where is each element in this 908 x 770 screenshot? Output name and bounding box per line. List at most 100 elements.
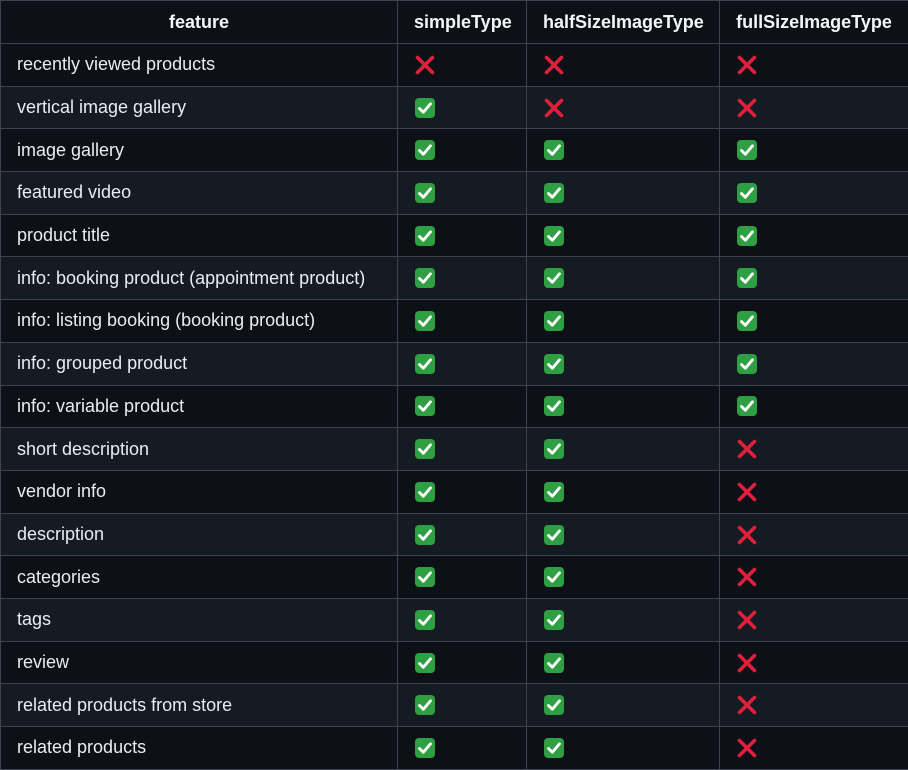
check-mark-icon [414,310,436,332]
check-mark-icon [736,139,758,161]
check-mark-icon [414,139,436,161]
check-mark-icon [543,139,565,161]
simple-type-cell [398,470,527,513]
check-mark-icon [736,353,758,375]
half-size-image-type-cell [527,513,720,556]
feature-cell: info: booking product (appointment produ… [1,257,398,300]
table-row: info: variable product [1,385,908,428]
full-size-image-type-cell [720,342,908,385]
check-mark-icon [543,395,565,417]
feature-cell: related products [1,727,398,770]
half-size-image-type-cell [527,598,720,641]
check-mark-icon [736,310,758,332]
simple-type-cell [398,129,527,172]
full-size-image-type-cell [720,428,908,471]
header-full-size-image-type: fullSizeImageType [720,1,908,44]
cross-mark-icon [736,694,758,716]
check-mark-icon [414,694,436,716]
check-mark-icon [414,652,436,674]
check-mark-icon [414,97,436,119]
simple-type-cell [398,385,527,428]
table-row: recently viewed products [1,44,908,87]
check-mark-icon [543,481,565,503]
cross-mark-icon [414,54,436,76]
full-size-image-type-cell [720,470,908,513]
check-mark-icon [414,267,436,289]
check-mark-icon [543,524,565,546]
feature-cell: short description [1,428,398,471]
cross-mark-icon [736,566,758,588]
cross-mark-icon [736,609,758,631]
half-size-image-type-cell [527,556,720,599]
table-row: info: booking product (appointment produ… [1,257,908,300]
simple-type-cell [398,428,527,471]
check-mark-icon [736,182,758,204]
table-header: feature simpleType halfSizeImageType ful… [1,1,908,44]
table-row: image gallery [1,129,908,172]
half-size-image-type-cell [527,641,720,684]
full-size-image-type-cell [720,172,908,215]
cross-mark-icon [736,54,758,76]
simple-type-cell [398,684,527,727]
header-feature: feature [1,1,398,44]
check-mark-icon [543,737,565,759]
table-row: categories [1,556,908,599]
check-mark-icon [543,182,565,204]
table-row: featured video [1,172,908,215]
cross-mark-icon [736,438,758,460]
feature-cell: recently viewed products [1,44,398,87]
full-size-image-type-cell [720,129,908,172]
simple-type-cell [398,598,527,641]
cross-mark-icon [543,97,565,119]
table-row: review [1,641,908,684]
feature-cell: review [1,641,398,684]
check-mark-icon [543,652,565,674]
cross-mark-icon [736,524,758,546]
feature-cell: related products from store [1,684,398,727]
table-row: description [1,513,908,556]
table-row: vendor info [1,470,908,513]
cross-mark-icon [736,481,758,503]
table-row: info: listing booking (booking product) [1,300,908,343]
check-mark-icon [414,481,436,503]
simple-type-cell [398,300,527,343]
check-mark-icon [543,609,565,631]
check-mark-icon [414,566,436,588]
feature-cell: tags [1,598,398,641]
check-mark-icon [543,225,565,247]
feature-cell: image gallery [1,129,398,172]
table-row: tags [1,598,908,641]
half-size-image-type-cell [527,428,720,471]
header-half-size-image-type: halfSizeImageType [527,1,720,44]
half-size-image-type-cell [527,44,720,87]
check-mark-icon [414,609,436,631]
check-mark-icon [414,438,436,460]
feature-cell: featured video [1,172,398,215]
table-row: related products [1,727,908,770]
check-mark-icon [414,225,436,247]
check-mark-icon [414,395,436,417]
feature-cell: info: listing booking (booking product) [1,300,398,343]
check-mark-icon [543,353,565,375]
full-size-image-type-cell [720,257,908,300]
simple-type-cell [398,86,527,129]
simple-type-cell [398,556,527,599]
check-mark-icon [543,566,565,588]
half-size-image-type-cell [527,342,720,385]
half-size-image-type-cell [527,727,720,770]
half-size-image-type-cell [527,470,720,513]
feature-cell: info: grouped product [1,342,398,385]
simple-type-cell [398,727,527,770]
simple-type-cell [398,257,527,300]
cross-mark-icon [736,737,758,759]
half-size-image-type-cell [527,684,720,727]
check-mark-icon [414,353,436,375]
full-size-image-type-cell [720,727,908,770]
cross-mark-icon [736,652,758,674]
table-row: short description [1,428,908,471]
check-mark-icon [543,694,565,716]
feature-cell: vertical image gallery [1,86,398,129]
full-size-image-type-cell [720,214,908,257]
